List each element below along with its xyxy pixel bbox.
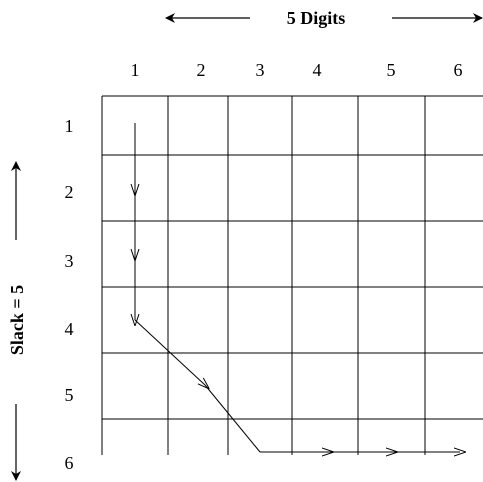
row-labels: 1 2 3 4 5 6	[65, 116, 74, 473]
row-label-3: 3	[65, 251, 74, 271]
grid	[101, 95, 483, 455]
top-title-group: 5 Digits	[165, 8, 483, 28]
row-label-4: 4	[65, 319, 74, 339]
column-label-5: 5	[387, 60, 396, 80]
row-label-6: 6	[65, 453, 74, 473]
side-title: Slack = 5	[7, 285, 27, 355]
row-label-2: 2	[65, 182, 74, 202]
row-label-1: 1	[65, 116, 74, 136]
path-seg-diag-1	[134, 319, 205, 385]
row-label-5: 5	[65, 385, 74, 405]
column-label-2: 2	[197, 60, 206, 80]
path-seg-diag-2	[204, 384, 261, 453]
top-title: 5 Digits	[287, 8, 346, 28]
column-labels: 1 2 3 4 5 6	[131, 60, 463, 80]
column-label-6: 6	[454, 60, 463, 80]
path	[135, 123, 460, 452]
column-label-1: 1	[131, 60, 140, 80]
column-label-4: 4	[313, 60, 322, 80]
column-label-3: 3	[256, 60, 265, 80]
side-title-group: Slack = 5	[7, 161, 27, 481]
